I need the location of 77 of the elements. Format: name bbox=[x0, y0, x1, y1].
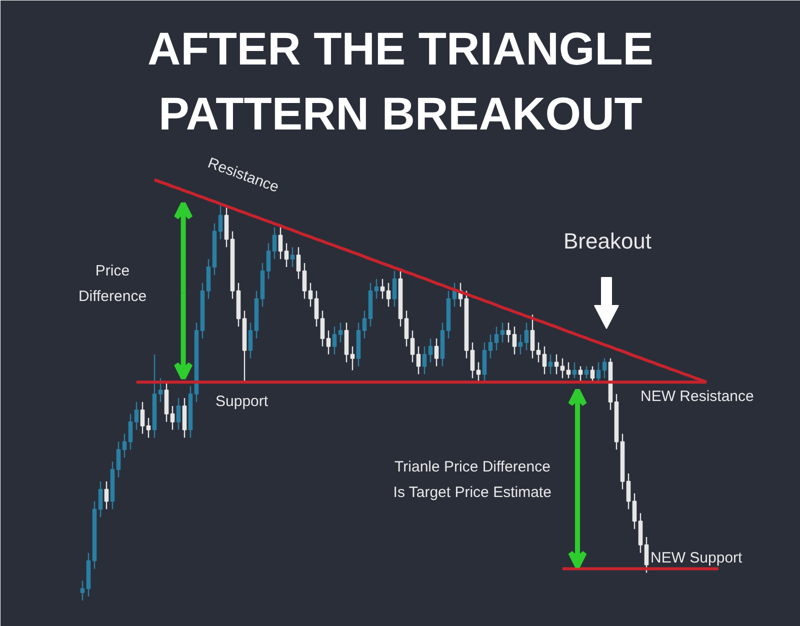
candlestick bbox=[404, 310, 409, 348]
candlestick bbox=[572, 362, 577, 379]
candlestick bbox=[248, 322, 253, 359]
candlestick bbox=[296, 246, 301, 280]
candlestick bbox=[524, 322, 529, 351]
candlestick bbox=[512, 326, 517, 355]
candlestick bbox=[338, 322, 343, 344]
candlestick bbox=[140, 401, 145, 434]
candlestick bbox=[326, 330, 331, 355]
candlestick bbox=[644, 536, 649, 574]
candlestick bbox=[536, 342, 541, 363]
candlestick bbox=[380, 278, 385, 300]
candlestick bbox=[146, 417, 151, 438]
candlestick bbox=[314, 290, 319, 328]
chart-title: AFTER THE TRIANGLE PATTERN BREAKOUT bbox=[148, 22, 654, 140]
candlestick bbox=[170, 405, 175, 430]
candlestick bbox=[164, 382, 169, 422]
candlestick bbox=[632, 492, 637, 530]
candlestick bbox=[554, 354, 559, 375]
candlestick bbox=[122, 433, 127, 458]
candlestick bbox=[416, 346, 421, 375]
candlestick bbox=[98, 480, 103, 518]
candlestick bbox=[482, 342, 487, 383]
annotation: Trianle Price Difference Is Target Price Estimate bbox=[393, 458, 552, 501]
candlestick bbox=[584, 366, 589, 379]
candlestick bbox=[518, 334, 523, 355]
candlestick bbox=[308, 282, 313, 308]
candlestick bbox=[278, 226, 283, 260]
candlestick bbox=[320, 310, 325, 348]
candlestick bbox=[488, 334, 493, 359]
candlestick bbox=[590, 366, 595, 383]
series-label: Support bbox=[216, 393, 269, 410]
candlestick bbox=[410, 330, 415, 363]
candlestick bbox=[626, 472, 631, 510]
candlestick bbox=[596, 362, 601, 383]
candlestick bbox=[104, 480, 109, 510]
candlestick bbox=[392, 270, 397, 308]
candlestick bbox=[530, 314, 535, 359]
candlestick bbox=[542, 346, 547, 375]
candlestick bbox=[272, 226, 277, 260]
candlestick bbox=[158, 378, 163, 403]
candlestick bbox=[302, 262, 307, 300]
candlestick bbox=[176, 397, 181, 430]
candlestick bbox=[602, 358, 607, 379]
candlestick bbox=[332, 326, 337, 355]
candlestick bbox=[344, 322, 349, 363]
candlestick bbox=[422, 346, 427, 375]
candlestick bbox=[128, 413, 133, 450]
candlestick bbox=[206, 258, 211, 300]
candlestick bbox=[548, 354, 553, 375]
candlestick bbox=[578, 366, 583, 383]
candlestick bbox=[476, 362, 481, 383]
annotation: NEW Resistance bbox=[640, 388, 754, 406]
candlestick bbox=[182, 397, 187, 438]
candlestick bbox=[224, 206, 229, 248]
series-label: NEW Support bbox=[650, 550, 744, 567]
candlestick bbox=[116, 441, 121, 478]
candlestick bbox=[638, 512, 643, 554]
candlestick bbox=[500, 322, 505, 344]
candlestick bbox=[470, 342, 475, 379]
candlestick bbox=[566, 362, 571, 379]
candlestick bbox=[494, 326, 499, 351]
candlestick bbox=[134, 401, 139, 430]
candlestick bbox=[218, 202, 223, 240]
candlestick bbox=[434, 338, 439, 367]
annotation: Breakout bbox=[563, 228, 652, 254]
candlestick bbox=[428, 338, 433, 363]
candlestick bbox=[80, 580, 85, 602]
candlestick bbox=[374, 278, 379, 300]
candlestick bbox=[284, 242, 289, 268]
candlestick bbox=[290, 246, 295, 268]
candlestick bbox=[506, 322, 511, 344]
candlestick bbox=[386, 282, 391, 308]
candlestick bbox=[350, 346, 355, 371]
annotation: Price Difference bbox=[78, 262, 147, 305]
candlestick bbox=[362, 310, 367, 340]
candlestick bbox=[266, 242, 271, 280]
